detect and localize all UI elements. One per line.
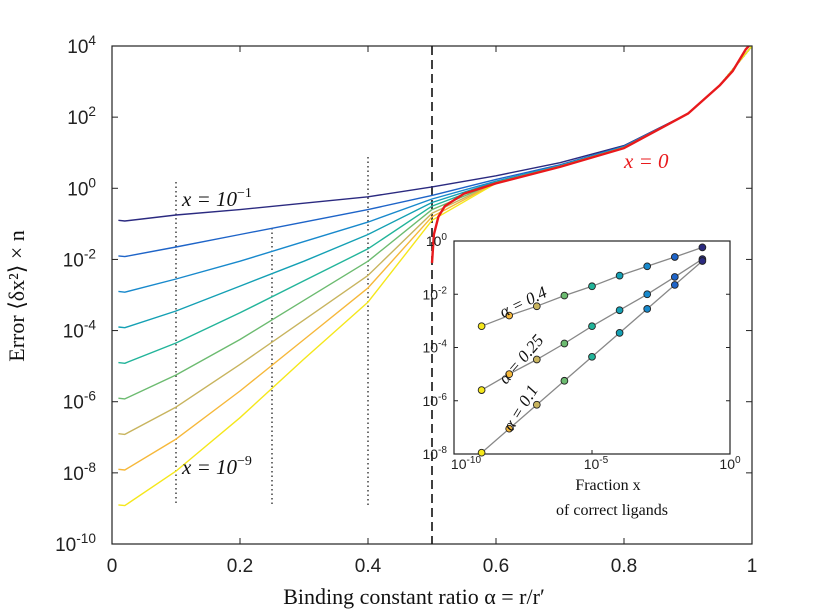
inset-data-point — [505, 424, 514, 433]
y-tick-label: 102 — [67, 104, 96, 129]
inset-y-tick-label-base: 10 — [422, 393, 438, 409]
inset-y-tick-label-base: 10 — [422, 340, 438, 356]
x-tick-label: 0.6 — [483, 556, 509, 577]
inset-data-point — [532, 302, 541, 311]
inset-data-point — [643, 290, 652, 299]
inset-y-tick-label-base: 10 — [422, 286, 438, 302]
annotation-top-series: x = 10−1 — [181, 186, 252, 211]
x-tick-label: 0.8 — [611, 556, 637, 577]
inset-data-point — [505, 311, 514, 320]
inset-y-tick-label: 100 — [426, 232, 448, 249]
y-tick-label-base: 10 — [67, 179, 88, 200]
y-tick-label-exp: -4 — [84, 318, 97, 333]
inset-data-point — [643, 305, 652, 313]
inset-data-point — [477, 322, 486, 331]
y-tick-label: 10-10 — [55, 531, 96, 556]
annotation-red-series: x = 0 — [623, 149, 669, 173]
inset-data-point — [560, 291, 569, 300]
y-tick-label: 10-6 — [63, 389, 96, 414]
inset-y-tick-label: 10-8 — [422, 445, 447, 462]
inset-x-tick-label: 100 — [719, 455, 741, 472]
y-tick-label-exp: 0 — [88, 175, 96, 190]
inset-data-point — [477, 448, 486, 457]
annotation-top-prefix: x = 10 — [181, 187, 237, 211]
y-tick-label-base: 10 — [63, 393, 84, 414]
inset-data-point — [643, 262, 652, 271]
inset-data-point — [670, 273, 679, 281]
inset-xlabel-line1: Fraction x — [575, 477, 640, 494]
x-axis-label: Binding constant ratio α = r/r′ — [283, 584, 545, 609]
inset-x-tick-label: 10-10 — [451, 455, 482, 472]
y-tick-label-base: 10 — [67, 108, 88, 129]
y-tick-label-exp: -8 — [84, 460, 97, 475]
inset-y-tick-label-exp: -6 — [438, 392, 447, 403]
inset-data-point — [615, 329, 624, 337]
inset-data-point — [560, 376, 569, 385]
y-tick-label-base: 10 — [67, 37, 88, 58]
y-tick-label-exp: -2 — [84, 246, 96, 261]
y-tick-label-exp: -10 — [76, 531, 96, 546]
inset-y-tick-label-exp: 0 — [441, 232, 447, 243]
series-line-x-zero — [430, 46, 751, 264]
inset-y-tick-label-exp: -4 — [438, 339, 447, 350]
inset-y-tick-label: 10-6 — [422, 392, 447, 409]
y-tick-label: 10-2 — [63, 246, 96, 271]
inset-data-point — [505, 370, 514, 378]
inset-data-point — [615, 271, 624, 280]
inset-data-point — [670, 253, 679, 261]
inset-x-tick-label-exp: 0 — [735, 455, 741, 466]
inset-data-point — [588, 352, 596, 361]
inset-x-tick-label-base: 10 — [719, 456, 735, 472]
inset-data-point — [588, 282, 596, 291]
inset-data-point — [588, 322, 596, 331]
y-tick-label-base: 10 — [63, 250, 84, 271]
x-tick-label: 0.4 — [355, 556, 382, 577]
y-tick-label: 104 — [67, 33, 96, 58]
y-tick-label-exp: 2 — [88, 104, 96, 119]
y-tick-label: 100 — [67, 175, 96, 200]
inset-data-point — [477, 386, 486, 394]
annotation-top-exp: −1 — [237, 186, 252, 201]
inset-data-point — [532, 400, 541, 409]
inset-series-group — [477, 243, 707, 457]
x-tick-label: 0 — [107, 556, 118, 577]
annotation-bottom-exp: −9 — [237, 454, 252, 469]
main-ticks: 0 0.2 0.4 0.6 0.8 110-1010-810-610-410-210010… — [55, 33, 757, 577]
inset-y-tick-label: 10-2 — [422, 285, 447, 302]
inset-x-tick-label-exp: -10 — [467, 455, 482, 466]
inset-x-tick-label-exp: -5 — [599, 455, 608, 466]
inset-data-point — [670, 281, 679, 289]
inset-y-tick-label: 10-4 — [422, 339, 447, 356]
inset-y-tick-label-base: 10 — [426, 233, 442, 249]
x-tick-label: 0.2 — [227, 556, 253, 577]
inset-y-tick-label-exp: -8 — [438, 445, 447, 456]
inset-x-tick-label: 10-5 — [584, 455, 609, 472]
inset-x-tick-label-base: 10 — [451, 456, 467, 472]
inset-y-tick-label-base: 10 — [422, 446, 438, 462]
y-tick-label-base: 10 — [55, 535, 76, 556]
main-series-group — [118, 46, 752, 507]
inset-x-tick-label-base: 10 — [584, 456, 600, 472]
inset-xlabel-line2: of correct ligands — [556, 502, 668, 519]
y-tick-label-base: 10 — [63, 322, 84, 343]
annotation-bottom-prefix: x = 10 — [181, 455, 237, 479]
y-tick-label: 10-8 — [63, 460, 97, 485]
inset-data-point — [698, 243, 707, 252]
x-tick-label: 1 — [747, 556, 758, 577]
annotation-bottom-series: x = 10−9 — [181, 454, 252, 479]
y-tick-label-base: 10 — [63, 464, 84, 485]
y-tick-label-exp: -6 — [84, 389, 96, 404]
y-tick-label: 10-4 — [63, 318, 97, 343]
inset-data-point — [532, 355, 541, 364]
inset-data-point — [560, 339, 569, 348]
y-axis-label: Error ⟨δx²⟩ × n — [4, 230, 29, 361]
y-tick-label-exp: 4 — [88, 33, 96, 48]
inset-y-tick-label-exp: -2 — [438, 285, 447, 296]
inset-data-point — [615, 306, 624, 315]
inset-data-point — [698, 257, 707, 265]
